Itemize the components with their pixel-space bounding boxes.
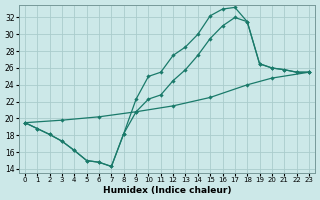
X-axis label: Humidex (Indice chaleur): Humidex (Indice chaleur) [103, 186, 231, 195]
